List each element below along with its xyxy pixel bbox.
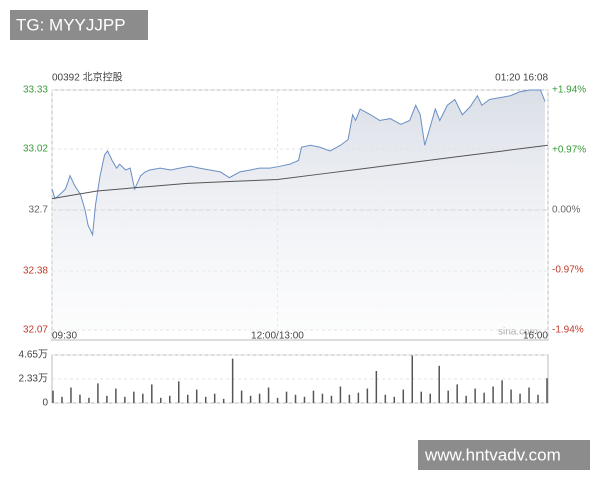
volume-bar bbox=[115, 388, 117, 403]
price-area bbox=[52, 90, 545, 330]
volume-bar bbox=[124, 396, 126, 403]
volume-bar bbox=[492, 386, 494, 403]
y2-tick-label: -1.94% bbox=[552, 325, 584, 336]
y-tick-label: 32.38 bbox=[23, 266, 48, 277]
volume-bar bbox=[438, 365, 440, 403]
volume-bar bbox=[240, 390, 243, 403]
volume-bar bbox=[249, 395, 252, 403]
y-tick-label: 32.7 bbox=[29, 205, 49, 216]
x-tick-label: 16:00 bbox=[523, 331, 548, 342]
volume-bar bbox=[97, 383, 99, 403]
volume-bar bbox=[510, 389, 512, 403]
volume-bar bbox=[160, 397, 162, 403]
volume-bar bbox=[393, 396, 396, 403]
volume-bar bbox=[384, 394, 387, 403]
volume-bar bbox=[447, 390, 449, 403]
y-tick-label: 2.33万 bbox=[19, 374, 48, 385]
volume-bar bbox=[546, 378, 548, 403]
volume-bar bbox=[483, 392, 485, 403]
volume-bar bbox=[88, 397, 90, 403]
price-line bbox=[51, 89, 546, 237]
y-tick-label: 0 bbox=[42, 398, 48, 409]
volume-bar bbox=[231, 358, 234, 403]
volume-bar bbox=[169, 395, 171, 403]
y-tick-label: 32.07 bbox=[23, 325, 48, 336]
x-tick-label: 09:30 bbox=[52, 331, 77, 342]
volume-bar bbox=[366, 388, 369, 403]
chart-title: 00392 北京控股 bbox=[52, 71, 123, 84]
volume-bar bbox=[312, 390, 315, 403]
volume-bar bbox=[258, 393, 261, 403]
volume-bar bbox=[177, 381, 180, 403]
y2-tick-label: -0.97% bbox=[552, 265, 584, 276]
volume-bar bbox=[79, 394, 81, 403]
volume-bar bbox=[357, 392, 360, 403]
source-note: sina.com bbox=[498, 327, 538, 338]
volume-bar bbox=[186, 394, 189, 403]
volume-bar bbox=[106, 395, 108, 403]
y-tick-label: 4.65万 bbox=[19, 350, 48, 361]
volume-bar bbox=[267, 387, 270, 403]
volume-bar bbox=[52, 390, 54, 403]
volume-bar bbox=[151, 384, 153, 403]
y2-tick-label: +0.97% bbox=[552, 145, 586, 156]
volume-bar bbox=[411, 355, 414, 403]
watermark-box bbox=[418, 440, 590, 470]
volume-bar bbox=[321, 393, 324, 403]
y-tick-label: 33.33 bbox=[23, 85, 48, 96]
volume-bar bbox=[285, 391, 288, 403]
volume-bar bbox=[339, 386, 342, 403]
volume-bar bbox=[61, 396, 63, 403]
volume-bar bbox=[420, 391, 423, 403]
y2-tick-label: +1.94% bbox=[552, 85, 586, 96]
volume-bar bbox=[501, 380, 503, 403]
volume-bar bbox=[276, 397, 279, 403]
badge: TG: MYYJJPP bbox=[16, 15, 126, 34]
volume-bar bbox=[195, 389, 198, 403]
average-line bbox=[51, 144, 549, 200]
volume-bar bbox=[222, 398, 225, 403]
volume-bar bbox=[519, 393, 521, 403]
volume-bar bbox=[133, 391, 135, 403]
volume-bar bbox=[429, 393, 431, 403]
watermark: www.hntvadv.com bbox=[424, 445, 561, 464]
volume-bar bbox=[465, 395, 467, 403]
volume-bar bbox=[303, 396, 306, 403]
y-tick-label: 33.02 bbox=[23, 144, 48, 155]
volume-bar bbox=[348, 394, 351, 403]
volume-bar bbox=[330, 395, 333, 403]
chart-subtitle: 01:20 16:08 bbox=[495, 73, 548, 84]
volume-bar bbox=[456, 384, 458, 403]
volume-bar bbox=[204, 396, 207, 403]
volume-bar bbox=[474, 388, 476, 403]
volume-bar bbox=[375, 371, 378, 403]
volume-bar bbox=[537, 394, 539, 403]
volume-bar bbox=[142, 393, 144, 403]
volume-bar bbox=[402, 389, 405, 403]
volume-bar bbox=[528, 387, 530, 403]
y2-tick-label: 0.00% bbox=[552, 205, 580, 216]
volume-bar bbox=[294, 394, 297, 403]
volume-bar bbox=[70, 387, 72, 403]
volume-bar bbox=[213, 393, 216, 403]
badge-box bbox=[10, 10, 148, 40]
